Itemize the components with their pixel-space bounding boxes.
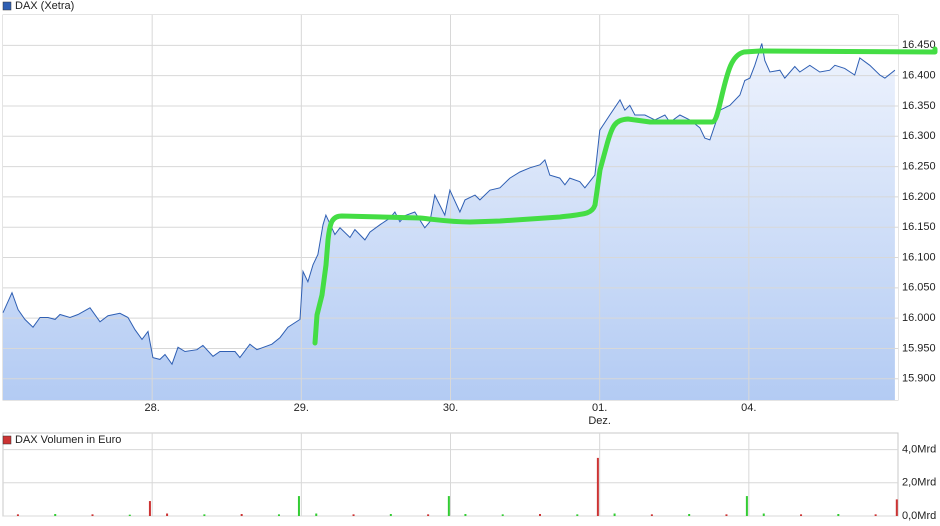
x-tick-label: 29. [294, 402, 309, 414]
price-line [2, 43, 896, 366]
volume-bar [203, 514, 206, 516]
volume-panel: 0,0Mrd 2,0Mrd 4,0Mrd DAX Volumen in Euro [2, 432, 936, 522]
legend-label: DAX Volumen in Euro [15, 434, 121, 446]
volume-bar [688, 514, 691, 516]
volume-bar [427, 514, 430, 516]
volume-bar [762, 513, 765, 516]
volume-bar [613, 513, 616, 516]
volume-bar [240, 514, 243, 516]
y-tick-label: 16.300 [902, 130, 936, 142]
y-tick-label: 16.250 [902, 160, 936, 172]
volume-bar [389, 514, 392, 516]
volume-bar [725, 514, 728, 516]
x-tick-label: 04. [741, 402, 756, 414]
volume-bar [297, 496, 300, 516]
volume-bar [596, 457, 599, 516]
volume-bar [464, 514, 467, 516]
volume-bar [874, 514, 877, 516]
x-tick-sublabel: Dez. [588, 415, 611, 427]
volume-bar [650, 514, 653, 516]
volume-bar [166, 513, 169, 516]
volume-bar [16, 514, 19, 516]
volume-bar [895, 499, 898, 516]
y-tick-label: 15.950 [902, 342, 936, 354]
x-tick-label: 30. [443, 402, 458, 414]
annotation-highlight [312, 46, 938, 346]
y-tick-label: 2,0Mrd [902, 477, 936, 489]
y-tick-label: 16.150 [902, 221, 936, 233]
volume-bar [91, 514, 94, 516]
volume-bar [148, 501, 151, 516]
volume-bar [315, 513, 318, 516]
x-tick-label: 01. [592, 402, 607, 414]
grid [3, 15, 898, 400]
y-tick-label: 16.450 [902, 39, 936, 51]
volume-bar [277, 514, 280, 516]
x-tick-label: 28. [145, 402, 160, 414]
price-panel: 15.900 15.950 16.000 16.050 16.100 16.150 16.2… [2, 0, 936, 427]
legend-swatch [2, 435, 12, 445]
y-tick-label: 16.000 [902, 312, 936, 324]
y-tick-label: 15.900 [902, 373, 936, 385]
grid [3, 433, 898, 517]
y-tick-label: 16.100 [902, 251, 936, 263]
volume-bar [800, 514, 803, 516]
volume-bar [128, 514, 131, 516]
legend-swatch [2, 1, 12, 11]
volume-bar [501, 514, 504, 516]
y-tick-label: 4,0Mrd [902, 444, 936, 456]
y-tick-label: 0,0Mrd [902, 510, 936, 522]
y-tick-label: 16.200 [902, 191, 936, 203]
y-tick-label: 16.400 [902, 70, 936, 82]
volume-bar [447, 496, 450, 516]
volume-bar [54, 514, 57, 516]
legend-label: DAX (Xetra) [15, 0, 74, 12]
volume-bar [576, 514, 579, 516]
volume-bar [352, 514, 355, 516]
volume-bar [539, 514, 541, 516]
y-tick-label: 16.350 [902, 100, 936, 112]
volume-bar [837, 514, 840, 516]
y-tick-label: 16.050 [902, 282, 936, 294]
volume-bar [745, 496, 748, 516]
